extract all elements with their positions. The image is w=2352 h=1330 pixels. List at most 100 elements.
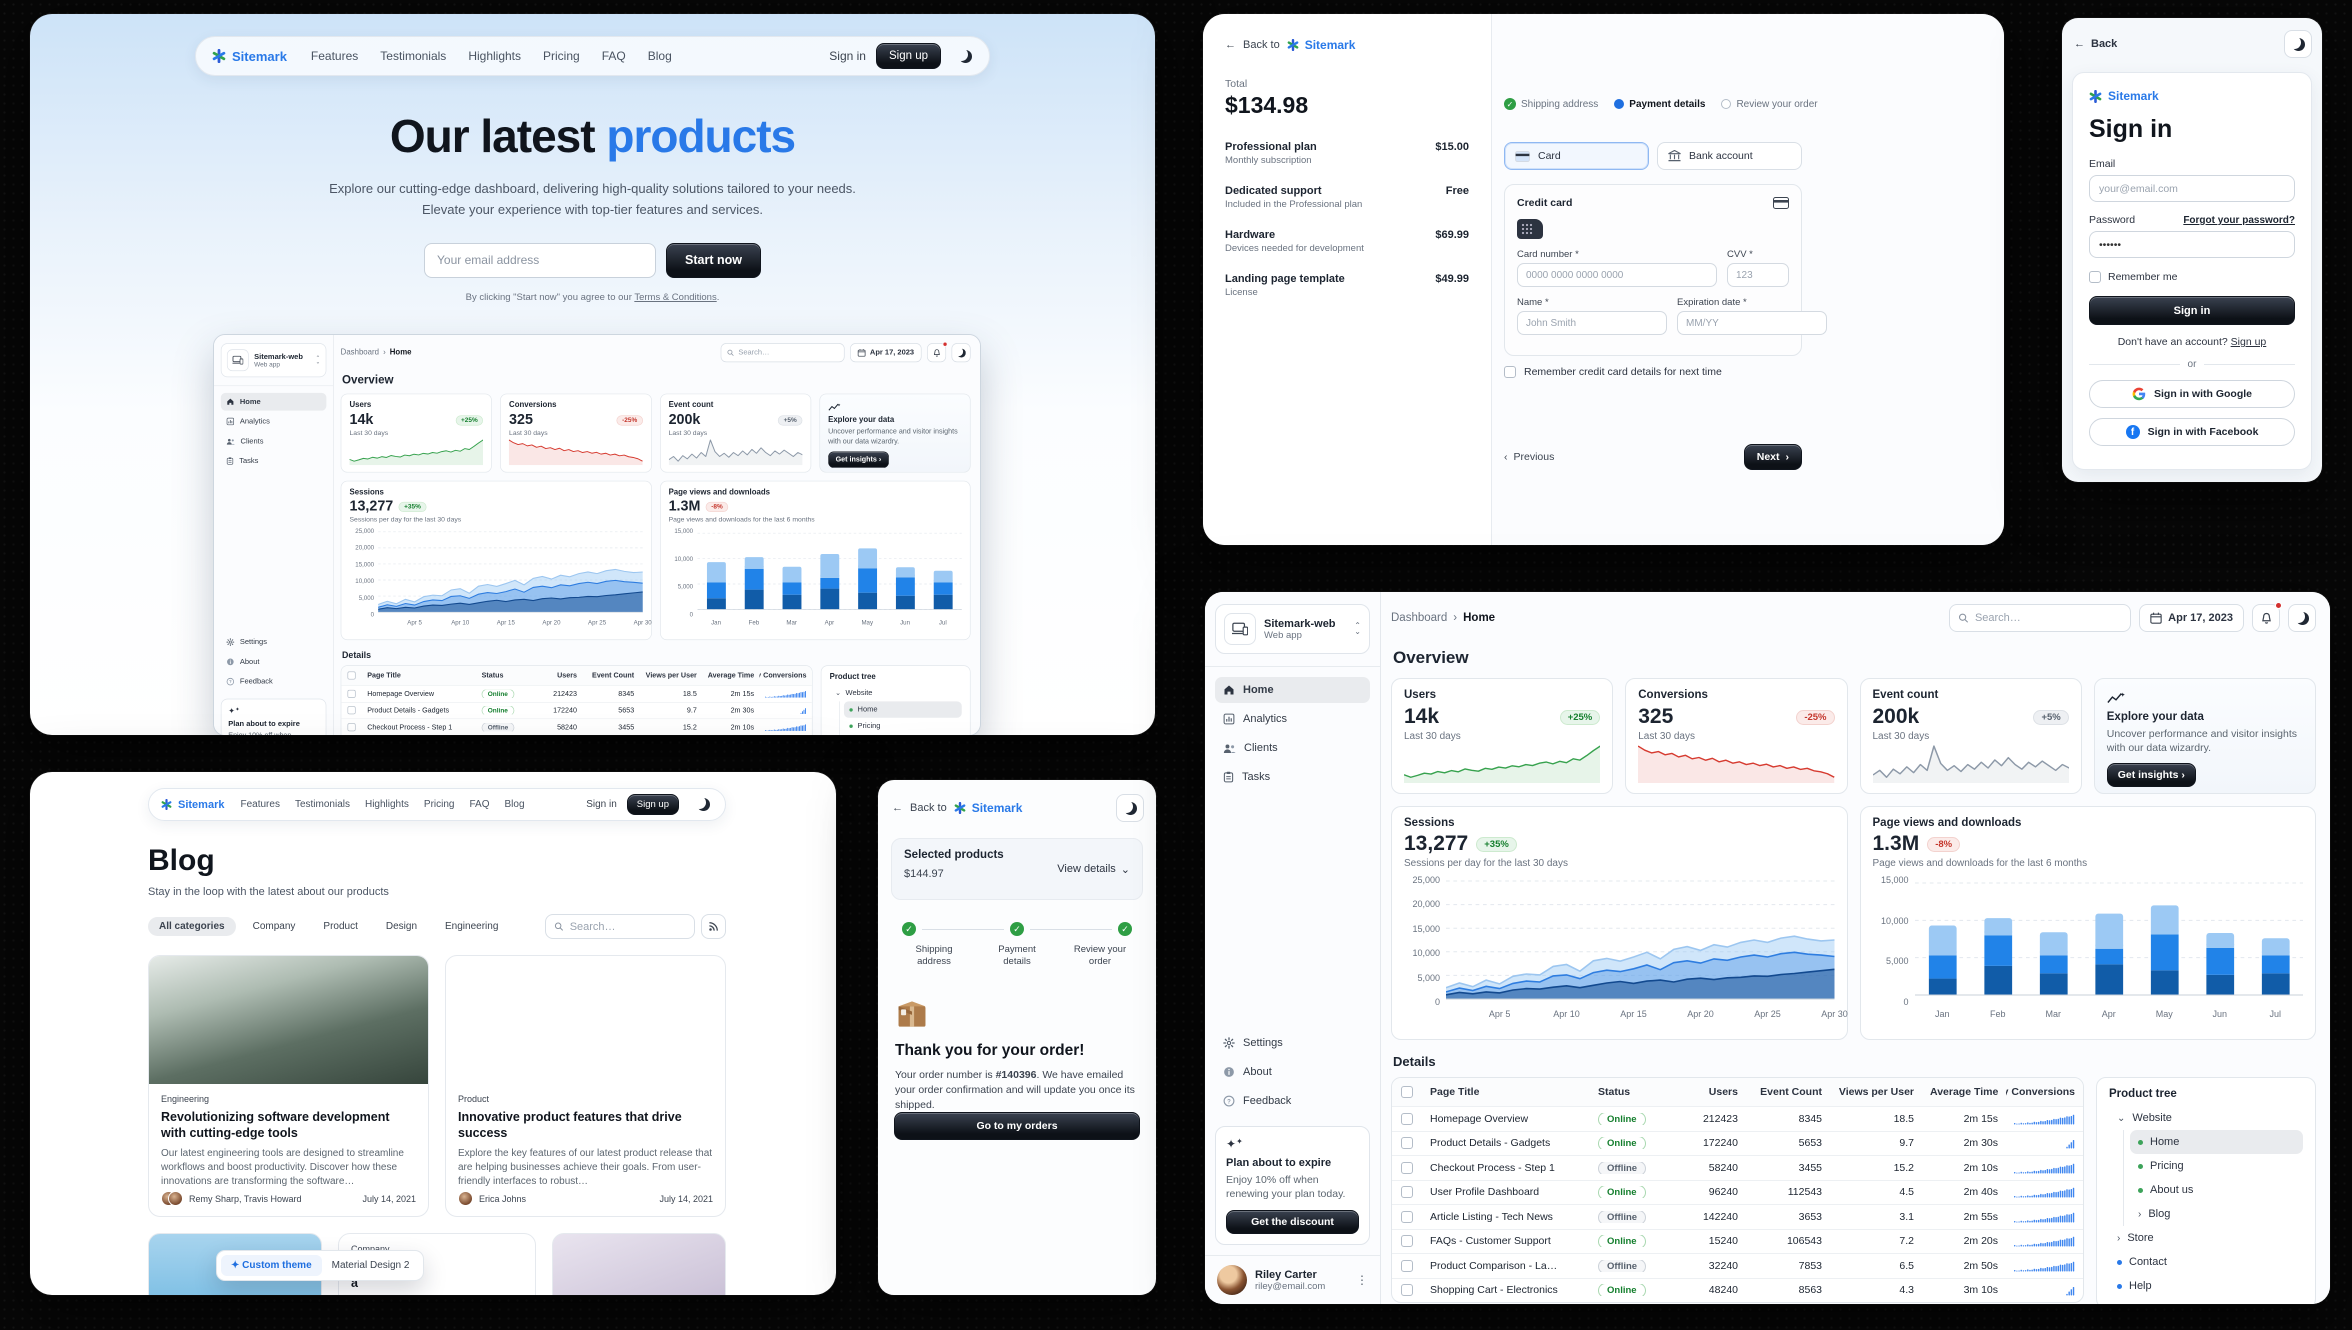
notifications-button[interactable]: [2252, 602, 2282, 632]
sidebar-item-settings[interactable]: Settings: [1215, 1030, 1370, 1056]
material-design-option[interactable]: Material Design 2: [331, 1260, 410, 1271]
table-row[interactable]: Checkout Process - Step 1 Offline 58240 345…: [341, 718, 812, 735]
sidebar-item-about[interactable]: About: [1215, 1059, 1370, 1085]
dark-mode-toggle[interactable]: [2288, 604, 2316, 632]
table-row[interactable]: Homepage Overview Online 212423 8345 18.5 2m …: [1392, 1106, 2083, 1131]
nav-link-testimonials[interactable]: Testimonials: [294, 799, 350, 810]
email-input[interactable]: [424, 242, 657, 278]
blog-search-input[interactable]: [569, 920, 686, 933]
tree-item-home[interactable]: Home: [843, 701, 962, 718]
nav-link-pricing[interactable]: Pricing: [423, 799, 455, 810]
sidebar-item-about[interactable]: About: [221, 653, 327, 671]
row-checkbox[interactable]: [1401, 1259, 1413, 1272]
tree-item-blog[interactable]: › Blog: [2138, 1208, 2171, 1220]
get-insights-button[interactable]: Get insights ›: [828, 451, 889, 469]
table-row[interactable]: Product Details - Gadgets Online 172240 565…: [341, 701, 812, 719]
sidebar-item-tasks[interactable]: Tasks: [1215, 764, 1370, 790]
table-row[interactable]: Product Details - Gadgets Online 172240 565…: [1392, 1130, 2083, 1156]
nav-link-faq[interactable]: FAQ: [469, 799, 490, 810]
sidebar-item-home[interactable]: Home: [1215, 677, 1370, 703]
row-checkbox[interactable]: [1401, 1112, 1413, 1125]
custom-theme-option[interactable]: ✦ Custom theme: [221, 1255, 322, 1276]
sign-in-link[interactable]: Sign in: [829, 49, 866, 63]
workspace-selector[interactable]: Sitemark-web Web app ⌃ ⌄: [220, 343, 327, 378]
terms-link[interactable]: Terms & Conditions: [634, 291, 717, 303]
go-to-orders-button[interactable]: Go to my orders: [894, 1112, 1140, 1140]
row-checkbox[interactable]: [1401, 1137, 1413, 1150]
tree-item-home[interactable]: Home: [2130, 1130, 2303, 1154]
dark-mode-toggle[interactable]: [2284, 30, 2312, 58]
breadcrumb-root[interactable]: Dashboard: [1391, 612, 1448, 624]
back-link[interactable]: ← Back to Sitemark: [1225, 38, 1356, 52]
sidebar-item-settings[interactable]: Settings: [221, 633, 327, 651]
view-details-link[interactable]: View details ⌄: [1057, 863, 1130, 876]
table-row[interactable]: FAQs - Customer Support Online 15240 106543…: [1392, 1228, 2083, 1254]
signup-link[interactable]: Sign up: [2230, 336, 2267, 348]
back-link[interactable]: ← Back: [2074, 38, 2118, 50]
get-insights-button[interactable]: Get insights ›: [2106, 763, 2196, 788]
workspace-selector[interactable]: Sitemark-web Web app ⌃ ⌄: [1215, 604, 1370, 654]
get-discount-button[interactable]: Get the discount: [1226, 1210, 1359, 1234]
tree-item-help[interactable]: Help: [2109, 1274, 2303, 1298]
tree-item-website[interactable]: ⌄ Website: [2117, 1112, 2172, 1124]
forgot-password-link[interactable]: Forgot your password?: [2183, 215, 2295, 226]
payment-tab-bank-account[interactable]: Bank account: [1657, 142, 1802, 170]
row-checkbox[interactable]: [347, 706, 356, 715]
dark-mode-toggle[interactable]: [951, 343, 971, 363]
payment-tab-card[interactable]: Card: [1504, 142, 1649, 170]
nav-link-testimonials[interactable]: Testimonials: [380, 49, 447, 63]
sidebar-item-analytics[interactable]: Analytics: [1215, 706, 1370, 732]
next-button[interactable]: Next ›: [1743, 444, 1802, 470]
remember-me-checkbox[interactable]: [2089, 271, 2101, 283]
category-chip[interactable]: Product: [323, 921, 358, 932]
nav-link-faq[interactable]: FAQ: [601, 49, 626, 63]
sidebar-item-feedback[interactable]: ? Feedback: [1215, 1088, 1370, 1114]
row-checkbox[interactable]: [1401, 1235, 1413, 1248]
post-image-lavender[interactable]: [552, 1233, 726, 1295]
start-now-button[interactable]: Start now: [666, 242, 761, 278]
sign-in-link[interactable]: Sign in: [586, 799, 617, 810]
breadcrumb-root[interactable]: Dashboard: [340, 348, 379, 357]
blog-post-card[interactable]: Product Innovative product features that …: [445, 955, 726, 1217]
google-signin-button[interactable]: Sign in with Google: [2089, 380, 2295, 408]
nav-link-highlights[interactable]: Highlights: [468, 49, 522, 63]
table-row[interactable]: Shopping Cart - Electronics Online 48240 85…: [1392, 1277, 2083, 1303]
tree-item-pricing[interactable]: Pricing: [844, 718, 962, 734]
card-number-input[interactable]: [1517, 263, 1717, 287]
tree-item-contact[interactable]: Contact: [2109, 1250, 2303, 1274]
blog-post-card[interactable]: Engineering Revolutionizing software deve…: [148, 955, 429, 1217]
sidebar-item-clients[interactable]: Clients: [221, 432, 327, 450]
user-menu-button[interactable]: ⋮: [1356, 1273, 1368, 1287]
sidebar-item-home[interactable]: Home: [220, 392, 327, 411]
row-checkbox[interactable]: [1401, 1186, 1413, 1199]
email-field[interactable]: [2089, 175, 2295, 202]
sidebar-item-feedback[interactable]: ? Feedback: [221, 673, 327, 691]
tree-item-store[interactable]: › Store: [2117, 1232, 2154, 1244]
cvv-input[interactable]: [1727, 263, 1789, 287]
back-link[interactable]: ← Back to Sitemark: [892, 801, 1023, 815]
row-checkbox[interactable]: [347, 689, 356, 698]
dark-mode-toggle[interactable]: [689, 791, 717, 819]
tree-item-website[interactable]: ⌄ Website: [835, 689, 873, 698]
remember-card-checkbox[interactable]: [1504, 366, 1516, 378]
tree-item-about-us[interactable]: About us: [844, 734, 962, 735]
nav-link-features[interactable]: Features: [310, 49, 359, 63]
nav-link-pricing[interactable]: Pricing: [543, 49, 580, 63]
nav-link-blog[interactable]: Blog: [647, 49, 672, 63]
expiration-input[interactable]: [1677, 311, 1827, 335]
sidebar-item-analytics[interactable]: Analytics: [221, 413, 327, 431]
nav-link-blog[interactable]: Blog: [504, 799, 525, 810]
date-picker-button[interactable]: Apr 17, 2023: [850, 343, 922, 363]
nav-link-highlights[interactable]: Highlights: [364, 799, 409, 810]
category-chip[interactable]: Company: [252, 921, 296, 932]
sign-up-button[interactable]: Sign up: [875, 43, 941, 69]
table-row[interactable]: Homepage Overview Online 212423 8345 18.5 2m …: [341, 685, 812, 702]
nav-link-features[interactable]: Features: [240, 799, 280, 810]
password-field[interactable]: [2089, 231, 2295, 258]
tree-item-about-us[interactable]: About us: [2130, 1178, 2303, 1202]
table-row[interactable]: Checkout Process - Step 1 Offline 58240 345…: [1392, 1155, 2083, 1180]
row-checkbox[interactable]: [1401, 1210, 1413, 1223]
select-all-checkbox[interactable]: [1401, 1086, 1413, 1098]
sidebar-item-tasks[interactable]: Tasks: [221, 452, 327, 470]
date-picker-button[interactable]: Apr 17, 2023: [2139, 604, 2244, 632]
